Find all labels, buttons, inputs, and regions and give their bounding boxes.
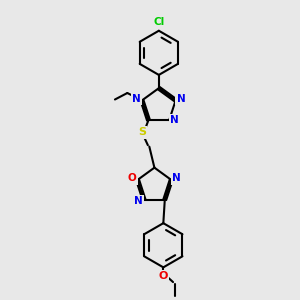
- Text: N: N: [132, 94, 141, 104]
- Text: O: O: [159, 271, 168, 281]
- Text: N: N: [170, 115, 179, 125]
- Text: N: N: [172, 173, 181, 183]
- Text: Cl: Cl: [153, 17, 164, 27]
- Text: N: N: [177, 94, 185, 104]
- Text: N: N: [134, 196, 143, 206]
- Text: O: O: [128, 173, 137, 183]
- Text: S: S: [138, 128, 146, 137]
